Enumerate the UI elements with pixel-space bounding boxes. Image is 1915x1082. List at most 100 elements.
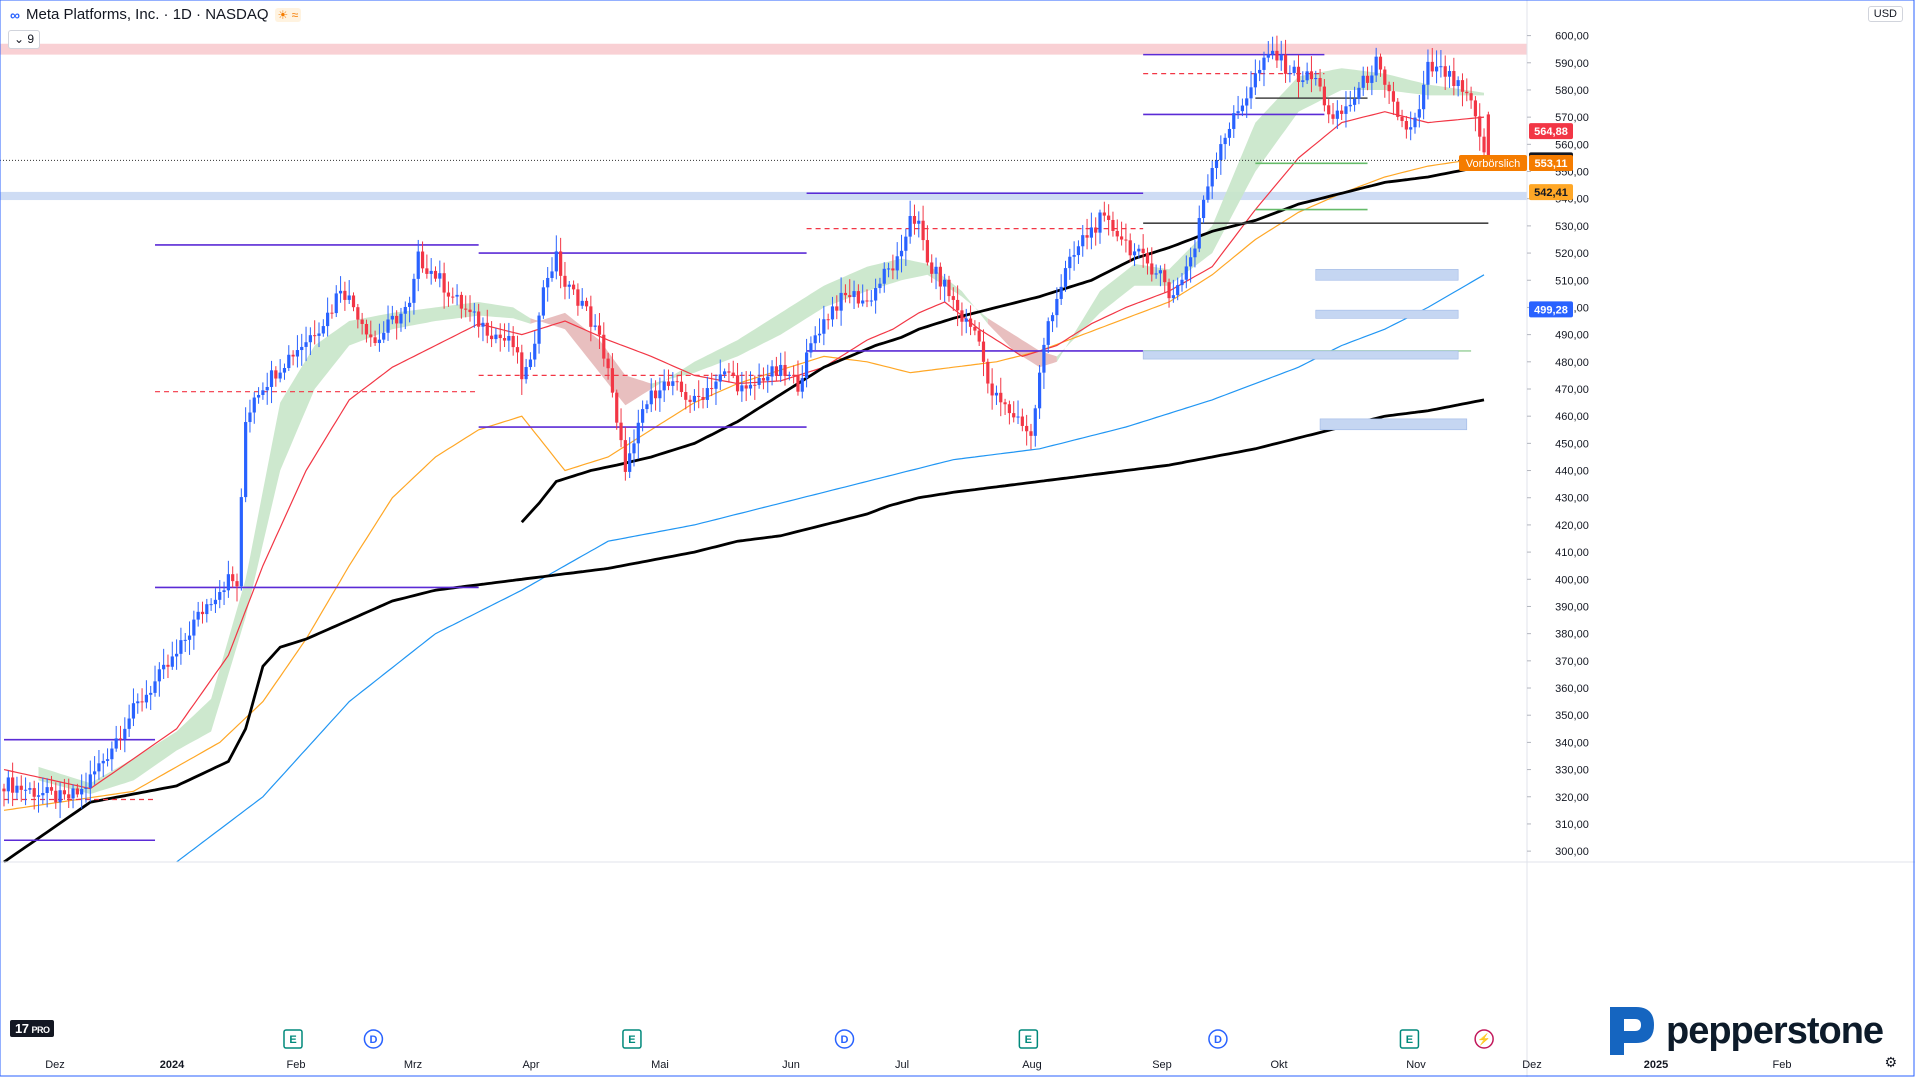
target-box-2[interactable]: [1142, 350, 1459, 360]
candle-body[interactable]: [999, 392, 1003, 403]
candle-body[interactable]: [455, 294, 459, 297]
candle-body[interactable]: [899, 250, 904, 257]
candle-body[interactable]: [75, 788, 79, 795]
dividend-icon[interactable]: [1208, 1029, 1228, 1049]
candle-body[interactable]: [636, 422, 640, 444]
candle-body[interactable]: [1193, 248, 1197, 258]
candle-body[interactable]: [524, 367, 528, 380]
candle-body[interactable]: [1033, 408, 1037, 436]
candle-body[interactable]: [1422, 84, 1426, 110]
candle-body[interactable]: [41, 793, 45, 796]
candle-body[interactable]: [239, 497, 243, 587]
candle-body[interactable]: [429, 270, 433, 274]
candle-body[interactable]: [71, 788, 75, 799]
candle-body[interactable]: [58, 790, 62, 803]
indicators-toggle-button[interactable]: ⌄ 9: [8, 30, 41, 49]
candle-body[interactable]: [28, 788, 32, 790]
candle-body[interactable]: [1434, 66, 1439, 72]
candle-body[interactable]: [144, 694, 148, 703]
candle-body[interactable]: [1400, 116, 1404, 122]
candle-body[interactable]: [157, 669, 161, 682]
candle-body[interactable]: [610, 368, 615, 393]
candle-body[interactable]: [105, 759, 110, 761]
candle-body[interactable]: [1012, 413, 1016, 418]
candle-body[interactable]: [1240, 105, 1245, 112]
candle-body[interactable]: [869, 300, 873, 302]
candle-body[interactable]: [826, 319, 830, 321]
candle-body[interactable]: [1232, 113, 1236, 129]
candle-body[interactable]: [1063, 268, 1068, 287]
candle-body[interactable]: [300, 346, 304, 351]
candle-body[interactable]: [1098, 212, 1102, 233]
candle-body[interactable]: [766, 376, 770, 381]
dividend-icon[interactable]: [363, 1029, 384, 1049]
candle-body[interactable]: [416, 251, 420, 279]
candle-body[interactable]: [968, 318, 973, 327]
target-box-3[interactable]: [1319, 418, 1468, 431]
candle-body[interactable]: [54, 790, 58, 803]
candle-body[interactable]: [494, 334, 498, 340]
candle-body[interactable]: [1352, 98, 1357, 105]
candle-body[interactable]: [658, 390, 662, 399]
candle-body[interactable]: [848, 295, 852, 298]
candle-body[interactable]: [1059, 286, 1063, 299]
candle-body[interactable]: [520, 352, 524, 380]
candle-body[interactable]: [477, 311, 481, 327]
candle-body[interactable]: [986, 361, 990, 384]
candle-body[interactable]: [804, 352, 809, 379]
candle-body[interactable]: [442, 273, 446, 293]
candle-body[interactable]: [1176, 285, 1180, 296]
candle-body[interactable]: [1331, 114, 1335, 119]
candle-body[interactable]: [666, 381, 671, 386]
candle-body[interactable]: [714, 381, 718, 389]
candle-body[interactable]: [731, 372, 735, 376]
candle-body[interactable]: [774, 366, 778, 376]
candle-body[interactable]: [934, 266, 938, 274]
candle-body[interactable]: [757, 377, 761, 385]
candle-body[interactable]: [446, 292, 451, 297]
dividend-icon[interactable]: [834, 1029, 855, 1049]
candle-body[interactable]: [653, 390, 658, 399]
candle-body[interactable]: [1206, 186, 1210, 200]
candle-body[interactable]: [886, 268, 891, 270]
candle-body[interactable]: [101, 760, 105, 764]
candle-body[interactable]: [369, 334, 373, 338]
candle-body[interactable]: [291, 354, 295, 357]
candle-body[interactable]: [1150, 263, 1154, 275]
candle-body[interactable]: [1007, 404, 1011, 414]
candle-body[interactable]: [960, 310, 964, 322]
earnings-icon[interactable]: [622, 1029, 642, 1049]
candle-body[interactable]: [321, 326, 325, 334]
candle-body[interactable]: [865, 300, 869, 302]
candle-body[interactable]: [1465, 91, 1469, 94]
candle-body[interactable]: [550, 271, 554, 278]
candle-body[interactable]: [140, 701, 144, 703]
candle-body[interactable]: [684, 392, 688, 400]
candle-body[interactable]: [200, 611, 205, 615]
candle-body[interactable]: [45, 787, 49, 794]
candle-body[interactable]: [1460, 80, 1465, 92]
candle-body[interactable]: [1387, 84, 1391, 92]
candle-body[interactable]: [1219, 144, 1223, 161]
candle-body[interactable]: [856, 291, 860, 304]
candle-body[interactable]: [701, 397, 705, 400]
candle-body[interactable]: [813, 335, 817, 344]
candle-body[interactable]: [1413, 117, 1417, 128]
candle-body[interactable]: [1370, 75, 1374, 83]
candle-body[interactable]: [19, 785, 23, 790]
candle-body[interactable]: [977, 330, 981, 342]
candle-body[interactable]: [265, 386, 269, 391]
candle-body[interactable]: [1016, 416, 1020, 418]
candle-body[interactable]: [1253, 73, 1257, 88]
candle-body[interactable]: [964, 318, 968, 322]
candle-body[interactable]: [136, 701, 140, 704]
candle-body[interactable]: [395, 315, 399, 324]
candle-body[interactable]: [839, 292, 843, 311]
candle-body[interactable]: [110, 748, 114, 760]
candle-body[interactable]: [399, 313, 403, 324]
candle-body[interactable]: [1283, 54, 1288, 74]
candle-body[interactable]: [1430, 61, 1434, 72]
candle-body[interactable]: [49, 787, 54, 791]
candle-body[interactable]: [1348, 104, 1352, 107]
candle-body[interactable]: [645, 404, 649, 410]
